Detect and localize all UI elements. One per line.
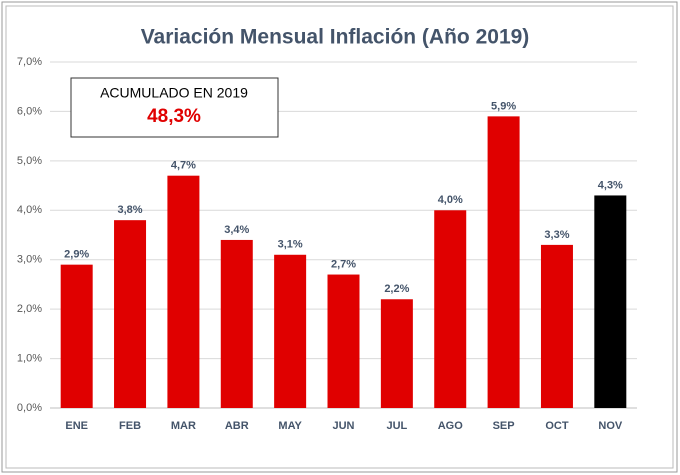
x-tick-label: JUL xyxy=(386,420,407,432)
value-label: 3,1% xyxy=(278,239,303,251)
value-label: 4,3% xyxy=(598,179,623,191)
x-tick-label: MAR xyxy=(171,420,196,432)
value-label: 4,7% xyxy=(171,160,196,172)
value-label: 2,9% xyxy=(64,249,89,261)
y-tick-label: 7,0% xyxy=(17,56,42,68)
value-label: 2,7% xyxy=(331,258,356,270)
value-label: 3,8% xyxy=(118,204,143,216)
bar xyxy=(540,244,573,408)
value-label: 2,2% xyxy=(384,283,409,295)
x-tick-label: ABR xyxy=(225,420,249,432)
annotation-title: ACUMULADO EN 2019 xyxy=(100,85,248,101)
y-tick-label: 6,0% xyxy=(17,105,42,117)
x-tick-label: MAY xyxy=(278,420,302,432)
value-label: 4,0% xyxy=(438,194,463,206)
y-tick-label: 4,0% xyxy=(17,204,42,216)
annotation-value: 48,3% xyxy=(147,106,201,127)
y-tick-label: 1,0% xyxy=(17,352,42,364)
x-tick-label: AGO xyxy=(438,420,464,432)
bar xyxy=(327,274,360,408)
y-tick-label: 0,0% xyxy=(17,402,42,414)
bar xyxy=(220,239,253,408)
bar xyxy=(594,195,627,408)
x-tick-label: JUN xyxy=(332,420,354,432)
bar xyxy=(487,116,520,408)
x-tick-label: FEB xyxy=(119,420,141,432)
y-tick-label: 5,0% xyxy=(17,155,42,167)
y-tick-label: 3,0% xyxy=(17,254,42,266)
bar xyxy=(114,220,147,408)
x-tick-label: OCT xyxy=(545,420,569,432)
bar xyxy=(380,299,413,408)
value-label: 3,4% xyxy=(224,224,249,236)
chart-title: Variación Mensual Inflación (Año 2019) xyxy=(141,26,530,49)
inner-frame xyxy=(5,5,674,469)
value-label: 3,3% xyxy=(544,229,569,241)
x-tick-label: NOV xyxy=(598,420,623,432)
bar xyxy=(167,175,200,408)
x-tick-label: SEP xyxy=(493,420,515,432)
bar xyxy=(434,210,467,408)
y-tick-label: 2,0% xyxy=(17,303,42,315)
value-label: 5,9% xyxy=(491,100,516,112)
bar xyxy=(60,264,93,408)
grid: 0,0% 1,0% 2,0% 3,0% 4,0% 5,0% 6,0% 7,0% ENE 2,9% F… xyxy=(17,56,637,432)
annotation-box xyxy=(70,77,279,138)
bar xyxy=(274,254,307,408)
x-tick-label: ENE xyxy=(65,420,88,432)
